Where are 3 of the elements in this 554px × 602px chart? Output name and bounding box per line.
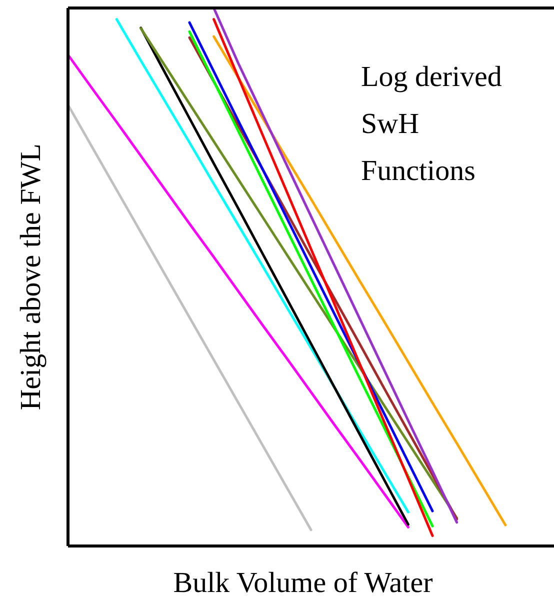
x-axis-title: Bulk Volume of Water [173,567,434,599]
annotation: Log derived SwH Functions [361,61,502,187]
y-axis-title: Height above the FWL [15,144,47,410]
